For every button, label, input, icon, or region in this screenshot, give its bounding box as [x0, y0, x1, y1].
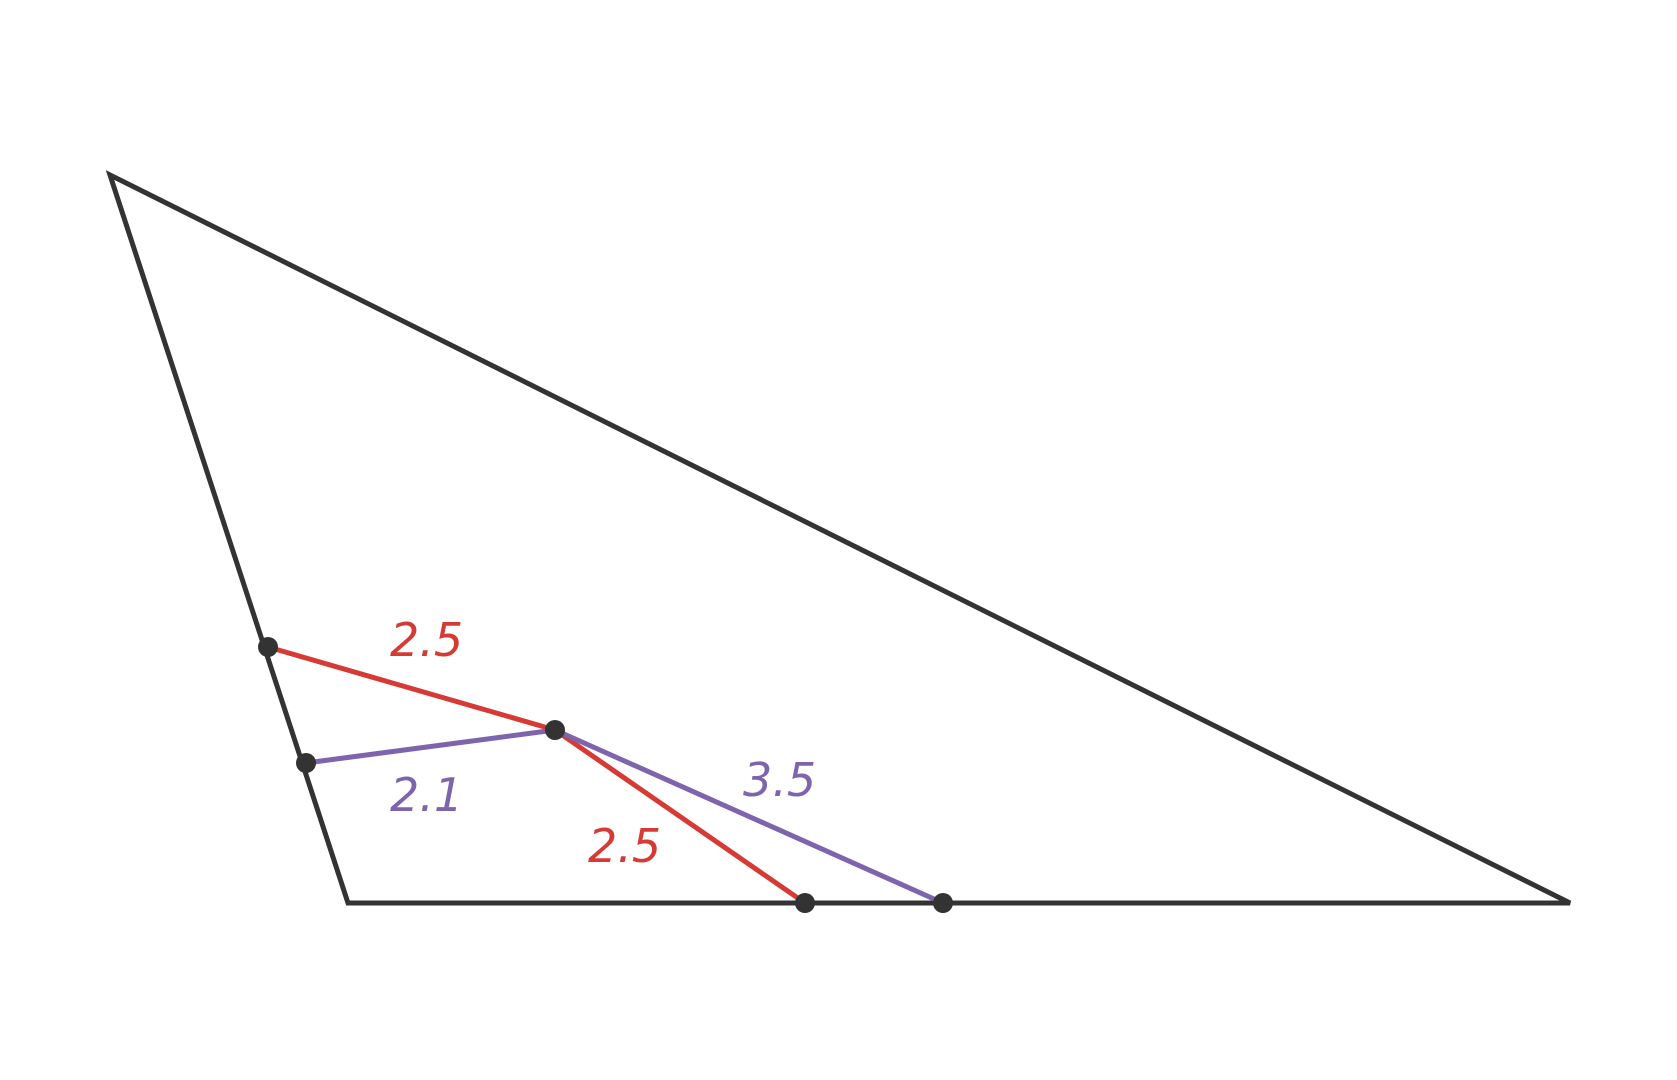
red-segment-upper: [265, 644, 558, 733]
point-interior: [545, 720, 565, 740]
label-left-purple: 2.1: [390, 768, 463, 822]
red-segment-lower: [552, 727, 808, 906]
point-base-right: [933, 893, 953, 913]
label-upper-red: 2.5: [390, 613, 463, 667]
label-right-purple: 3.5: [743, 753, 816, 807]
outer-triangle: [105, 170, 1572, 906]
point-left-side-lower: [296, 753, 316, 773]
point-base-left: [795, 893, 815, 913]
label-lower-red: 2.5: [588, 819, 661, 873]
purple-segment-left: [303, 727, 558, 766]
point-left-side-upper: [258, 637, 278, 657]
purple-segment-right: [552, 727, 946, 906]
